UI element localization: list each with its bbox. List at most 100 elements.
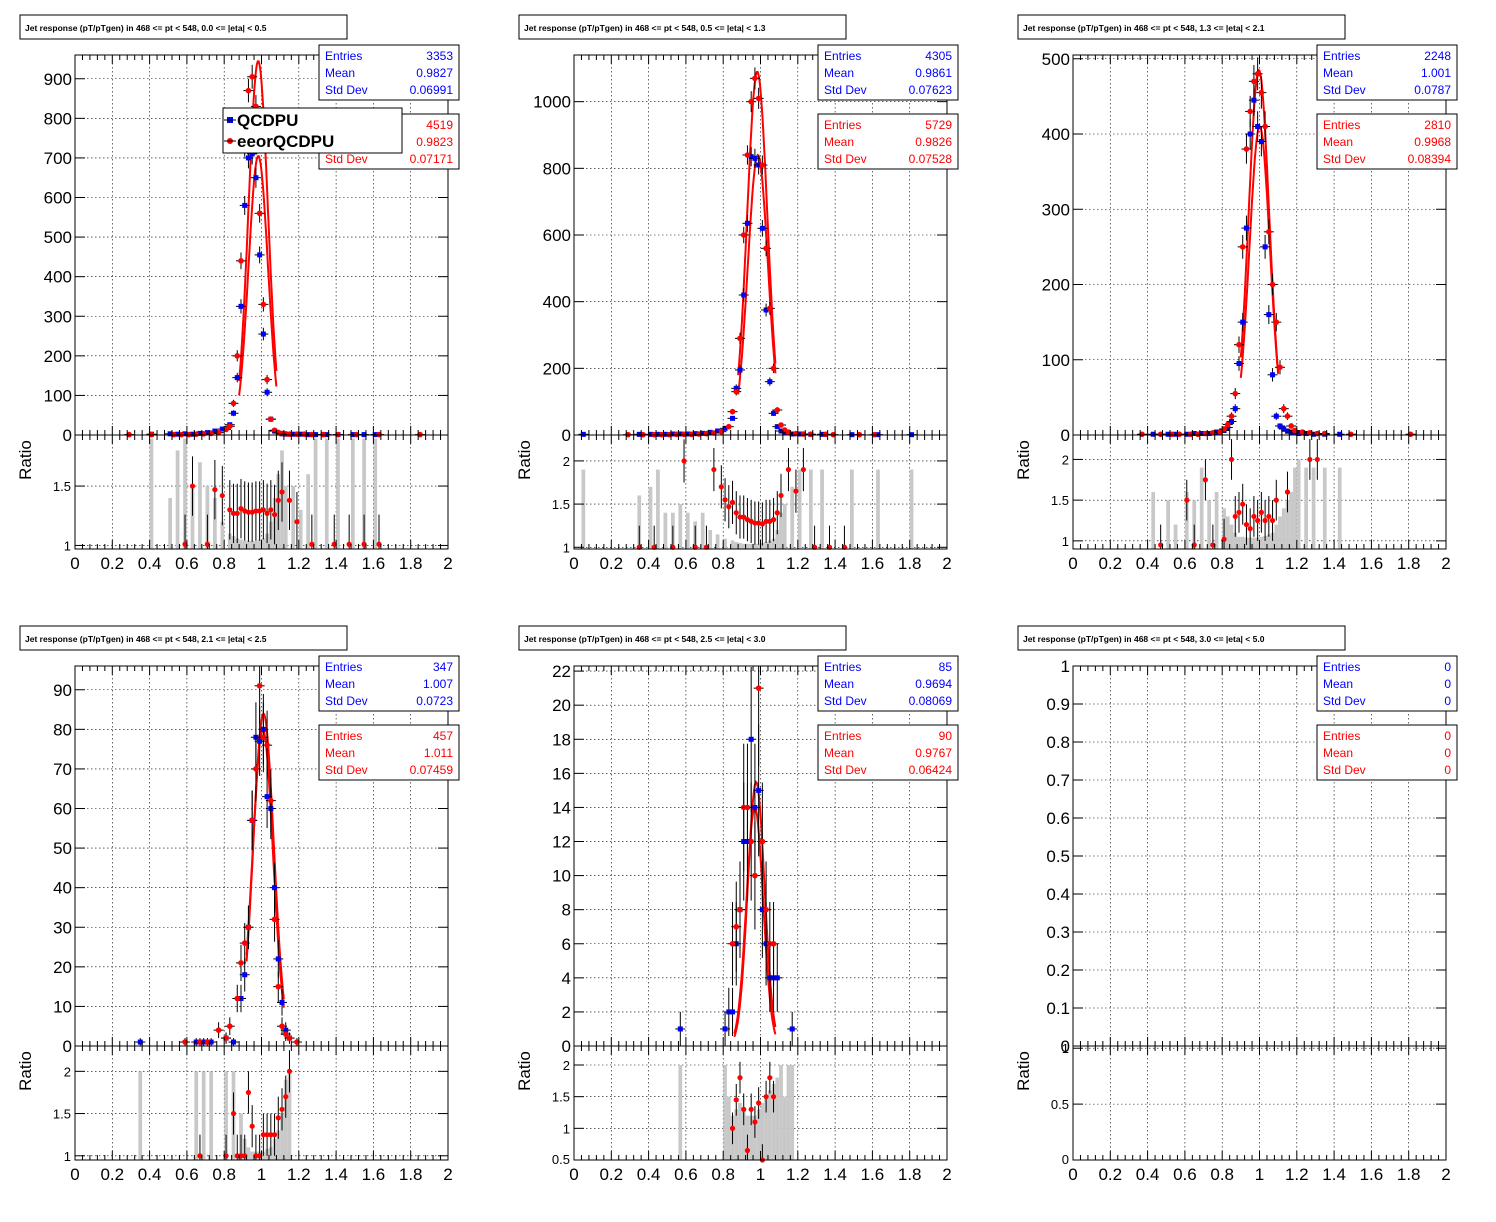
x-tick-label: 0.4 — [138, 554, 162, 573]
ratio-point — [1314, 456, 1320, 463]
stats-frame — [817, 724, 959, 781]
data-point — [249, 73, 255, 80]
x-tick-label: 1 — [257, 1165, 266, 1184]
ratio-point — [733, 1097, 739, 1103]
data-point — [245, 87, 252, 94]
data-point — [212, 428, 218, 434]
ratio-tick-label: 1.5 — [53, 479, 71, 494]
ratio-tick-label: 1 — [64, 538, 71, 553]
band-bar — [741, 543, 746, 549]
ratio-point — [793, 488, 799, 494]
y-tick-label: 600 — [44, 189, 72, 208]
x-tick-label: 0.8 — [711, 1165, 735, 1184]
data-point — [1251, 78, 1257, 85]
band-bar — [287, 1071, 292, 1160]
band-bar — [1263, 535, 1267, 549]
ratio-point — [361, 541, 367, 547]
stats-value: 0.08394 — [1408, 152, 1452, 166]
data-point — [752, 804, 758, 810]
ratio-point — [729, 1125, 736, 1131]
band-bar — [1270, 532, 1275, 549]
fit-curve-2 — [737, 70, 777, 376]
stats-value: 5729 — [925, 118, 952, 132]
data-point — [1270, 372, 1276, 378]
chart-title: Jet response (pT/pTgen) in 468 <= pt < 5… — [524, 634, 766, 644]
y-tick-label: 50 — [53, 839, 72, 858]
stats-box-eeorqcdpu: Entries 0 Mean 0 Std Dev 0 — [1316, 724, 1458, 781]
band-bar — [738, 1103, 742, 1160]
data-point — [782, 430, 788, 436]
band-bar — [808, 469, 813, 549]
ratio-points — [636, 439, 848, 550]
y-tick-label: 4 — [562, 969, 571, 988]
stats-label: Std Dev — [325, 763, 368, 777]
band-bar — [306, 474, 310, 549]
ratio-point — [785, 466, 792, 473]
data-point — [1288, 429, 1294, 435]
x-tick-label: 0.4 — [637, 554, 661, 573]
band-bar — [1240, 536, 1245, 549]
band-bar — [373, 438, 378, 549]
data-point — [1303, 430, 1309, 436]
x-tick-label: 0.4 — [138, 1165, 162, 1184]
data-point — [1236, 361, 1242, 367]
data-point — [774, 975, 780, 981]
ratio-point — [249, 1123, 255, 1129]
stats-value: 0.9968 — [1414, 135, 1451, 149]
ratio-tick-label: 1 — [1062, 534, 1069, 549]
band-bar — [1337, 467, 1342, 549]
ratio-point — [1273, 497, 1279, 503]
band-bar — [201, 1071, 206, 1160]
x-tick-label: 1.4 — [1322, 1165, 1346, 1184]
ratio-point — [182, 541, 188, 547]
band-bar — [227, 533, 232, 549]
data-point — [744, 152, 751, 158]
stats-label: Std Dev — [824, 694, 867, 708]
data-point — [1273, 319, 1280, 325]
band-bar — [734, 542, 739, 549]
y-tick-label: 500 — [1042, 50, 1070, 69]
y-tick-label: 400 — [1042, 125, 1070, 144]
band-bar — [779, 1065, 783, 1160]
data-point — [253, 766, 259, 772]
band-bar — [909, 469, 914, 549]
ratio-point — [264, 1132, 270, 1138]
band-bar — [656, 469, 660, 549]
x-tick-label: 0.6 — [175, 1165, 199, 1184]
band-bar — [775, 530, 780, 549]
band-bar — [1225, 516, 1230, 549]
data-point — [275, 983, 282, 990]
data-point — [242, 972, 248, 978]
data-point — [238, 303, 244, 309]
band-bar — [730, 540, 735, 549]
band-bar — [138, 1071, 143, 1160]
band-bar — [756, 1109, 761, 1160]
stats-label: Entries — [1323, 660, 1360, 674]
ratio-point — [770, 517, 777, 523]
data-point — [737, 335, 743, 342]
data-point — [1236, 341, 1242, 348]
data-point — [1150, 431, 1156, 437]
ratio-point — [759, 521, 765, 527]
data-point — [744, 220, 750, 226]
band-bar — [767, 540, 772, 549]
band-bar — [250, 540, 255, 549]
band-bar — [782, 1096, 787, 1160]
y-tick-label: 8 — [562, 901, 571, 920]
data-point — [1229, 418, 1235, 424]
chart-title: Jet response (pT/pTgen) in 468 <= pt < 5… — [524, 23, 766, 33]
data-point — [1277, 364, 1283, 371]
data-point — [752, 872, 758, 879]
ratio-point — [1284, 489, 1291, 495]
band-bar — [1281, 508, 1286, 549]
stats-label: Std Dev — [325, 694, 368, 708]
ratio-point — [212, 487, 218, 493]
data-point — [1240, 319, 1246, 325]
y-tick-label: 0 — [562, 1037, 571, 1056]
stats-box-eeorqcdpu: Entries 2810 Mean 0.9968 Std Dev 0.08394 — [1316, 113, 1458, 170]
data-point — [759, 162, 766, 168]
ratio-point — [1202, 477, 1209, 483]
band-bar — [1285, 500, 1290, 549]
stats-value: 2810 — [1424, 118, 1451, 132]
data-point — [1284, 428, 1290, 434]
